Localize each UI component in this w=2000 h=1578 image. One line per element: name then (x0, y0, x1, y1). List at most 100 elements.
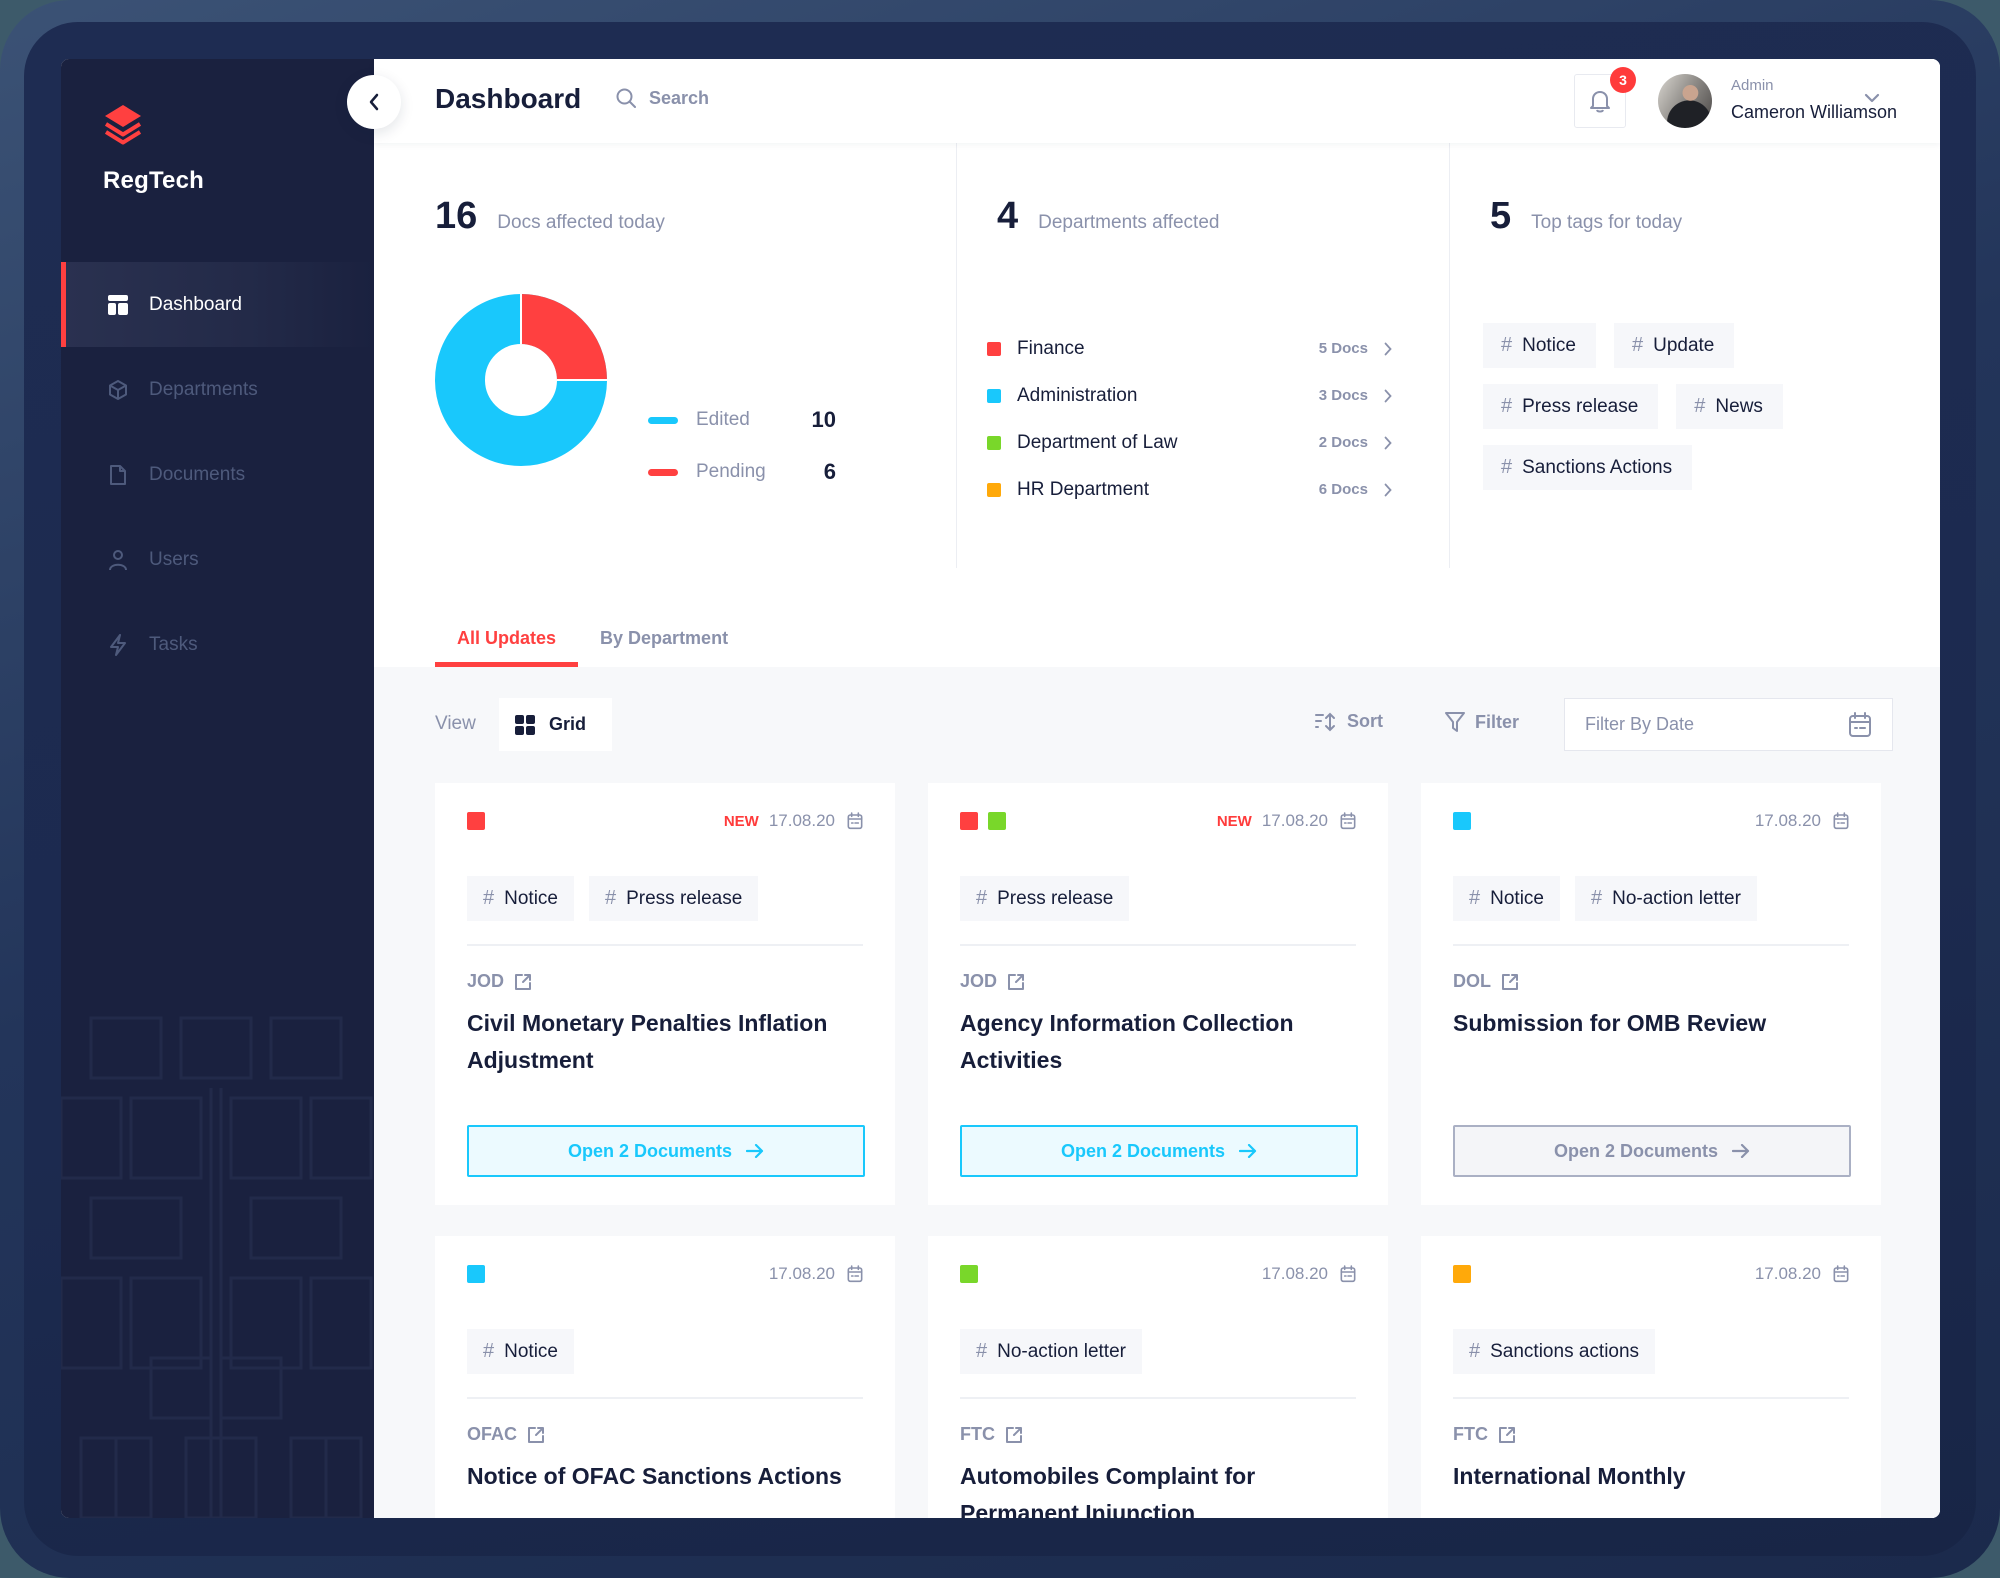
tag-press-release[interactable]: # Press release (1483, 384, 1659, 429)
donut-legend: Edited 10 Pending 6 (648, 394, 836, 498)
hash-icon: # (483, 1340, 495, 1362)
docs-affected-panel: 16 Docs affected today Edited 10 Pending… (374, 143, 956, 568)
external-link-icon (1499, 1426, 1515, 1443)
card-divider (960, 1397, 1356, 1399)
legend-swatch (648, 416, 678, 424)
sidebar-item-tasks[interactable]: Tasks (61, 602, 374, 687)
open-documents-button[interactable]: Open 2 Documents (1453, 1125, 1851, 1177)
department-color-swatch (987, 482, 1001, 497)
external-link-icon (1006, 1426, 1022, 1443)
tag-notice[interactable]: # Notice (1483, 323, 1596, 368)
card-title[interactable]: International Monthly (1453, 1463, 1686, 1489)
tag-label: Update (1653, 334, 1715, 356)
regtech-logo-icon (104, 105, 142, 145)
grid-icon (515, 714, 535, 735)
department-color-dot (1453, 1265, 1471, 1283)
tab-by-department[interactable]: By Department (600, 628, 729, 648)
department-name: Department of Law (1017, 431, 1178, 453)
tab-all-updates[interactable]: All Updates (435, 610, 579, 667)
calendar-icon (847, 812, 863, 830)
department-row-finance[interactable]: Finance 5 Docs (987, 325, 1392, 372)
legend-item-pending: Pending 6 (648, 446, 836, 498)
card-tag[interactable]: # No-action letter (960, 1329, 1142, 1374)
dashboard-icon (107, 294, 129, 316)
tag-update[interactable]: # Update (1613, 323, 1735, 368)
hash-icon: # (1501, 395, 1513, 417)
card-tag[interactable]: # Press release (960, 876, 1130, 921)
tag-label: Press release (1522, 395, 1639, 417)
chevron-right-icon (1384, 483, 1392, 496)
tag-label: News (1715, 395, 1763, 417)
agency-link[interactable]: JOD (960, 971, 1025, 992)
updates-toolbar: View Grid Sort Filter (435, 698, 1893, 751)
update-card: NEW 17.08.20 # Press release JOD Agency I… (928, 783, 1388, 1205)
hash-icon: # (1469, 887, 1481, 909)
calendar-icon[interactable] (1848, 711, 1872, 738)
arrow-right-icon (1239, 1144, 1257, 1158)
agency-name: FTC (960, 1424, 995, 1444)
card-tag[interactable]: # No-action letter (1574, 876, 1757, 921)
sidebar-item-dashboard[interactable]: Dashboard (61, 262, 374, 347)
card-tag[interactable]: # Notice (1453, 876, 1560, 921)
cube-icon (107, 379, 129, 401)
agency-link[interactable]: JOD (467, 971, 532, 992)
tag-label: Notice (504, 887, 558, 909)
calendar-icon (1833, 812, 1849, 830)
card-title[interactable]: Automobiles Complaint for Permanent Inju… (960, 1463, 1256, 1518)
card-title[interactable]: Submission for OMB Review (1453, 1010, 1767, 1036)
card-title[interactable]: Notice of OFAC Sanctions Actions (467, 1463, 842, 1489)
chevron-right-icon (1384, 389, 1392, 402)
agency-link[interactable]: OFAC (467, 1424, 545, 1445)
card-date: 17.08.20 (1754, 811, 1821, 830)
card-title[interactable]: Civil Monetary Penalties Inflation Adjus… (467, 1010, 828, 1073)
legend-value: 10 (811, 407, 836, 432)
card-divider (1453, 944, 1849, 946)
department-row-hr[interactable]: HR Department 6 Docs (987, 466, 1392, 513)
open-documents-button[interactable]: Open 2 Documents (467, 1125, 865, 1177)
filter-button[interactable]: Filter (1445, 711, 1519, 733)
filter-by-date-input[interactable] (1585, 714, 1848, 735)
search-input[interactable]: Search (615, 87, 709, 109)
collapse-sidebar-button[interactable] (347, 75, 401, 129)
department-color-swatch (987, 435, 1001, 450)
app-window: RegTech Dashboard Departments Documents (61, 59, 1940, 1518)
agency-link[interactable]: FTC (1453, 1424, 1516, 1445)
view-label: View (435, 713, 476, 734)
filter-by-date-field[interactable] (1564, 698, 1893, 751)
calendar-icon (1833, 1265, 1849, 1283)
department-name: HR Department (1017, 478, 1149, 500)
sort-button[interactable]: Sort (1315, 711, 1383, 732)
sidebar-item-departments[interactable]: Departments (61, 347, 374, 432)
sort-label: Sort (1347, 711, 1383, 731)
department-row-law[interactable]: Department of Law 2 Docs (987, 419, 1392, 466)
card-tag[interactable]: # Press release (588, 876, 759, 921)
card-tag[interactable]: # Notice (467, 1329, 574, 1374)
tag-news[interactable]: # News (1676, 384, 1783, 429)
departments-count: 4 (997, 195, 1019, 237)
avatar[interactable] (1658, 74, 1712, 128)
card-tag[interactable]: # Notice (467, 876, 574, 921)
card-divider (467, 1397, 863, 1399)
open-documents-button[interactable]: Open 2 Documents (960, 1125, 1358, 1177)
open-documents-label: Open 2 Documents (1553, 1140, 1719, 1161)
department-row-administration[interactable]: Administration 3 Docs (987, 372, 1392, 419)
sidebar-item-users[interactable]: Users (61, 517, 374, 602)
department-color-dot (467, 812, 485, 830)
updates-tabs: All Updates By Department (435, 610, 750, 667)
docs-count: 16 (435, 195, 478, 237)
agency-link[interactable]: FTC (960, 1424, 1023, 1445)
agency-name: JOD (960, 971, 998, 991)
user-role: Admin (1731, 77, 1774, 94)
tags-count: 5 (1490, 195, 1512, 237)
card-tag[interactable]: # Sanctions actions (1453, 1329, 1656, 1374)
view-mode-grid-button[interactable]: Grid (499, 698, 612, 751)
docs-donut-chart (435, 294, 607, 466)
chevron-down-icon[interactable] (1864, 93, 1880, 103)
department-color-dot (1453, 812, 1471, 830)
filter-icon (1445, 712, 1465, 732)
sidebar-item-documents[interactable]: Documents (61, 432, 374, 517)
tag-sanctions-actions[interactable]: # Sanctions Actions (1483, 445, 1693, 490)
notifications-button[interactable] (1574, 74, 1626, 128)
agency-link[interactable]: DOL (1453, 971, 1519, 992)
card-title[interactable]: Agency Information Collection Activities (960, 1010, 1294, 1073)
